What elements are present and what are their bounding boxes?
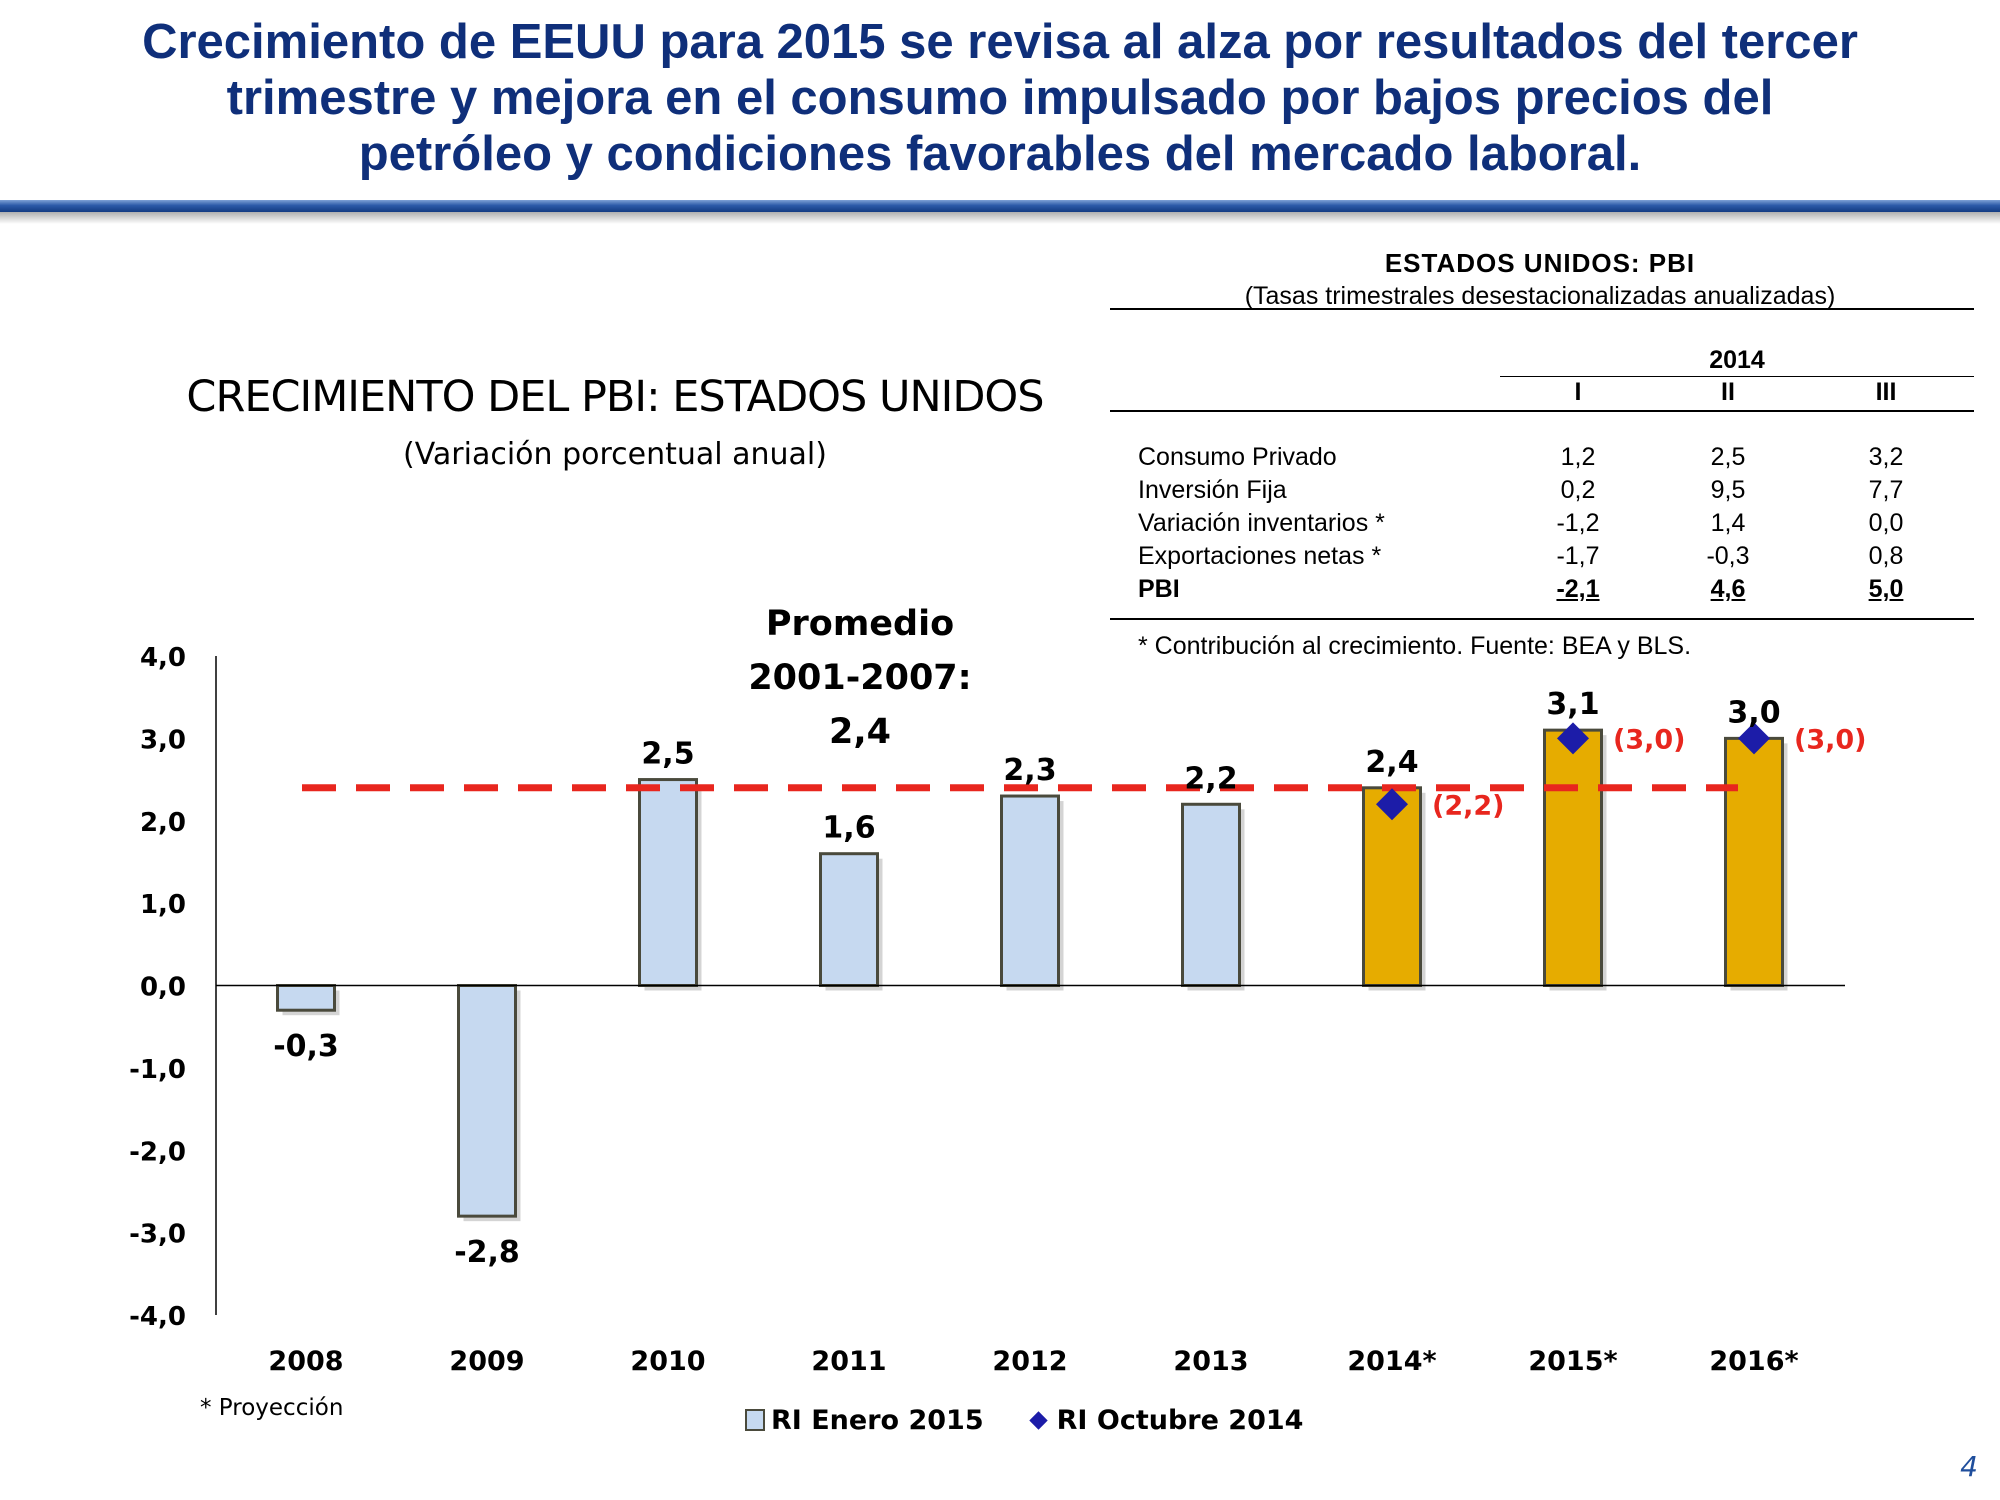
legend-label: RI Enero 2015 [771,1404,984,1436]
x-tick-label: 2014* [1347,1346,1436,1377]
bar [638,778,698,987]
table-cell: -0,3 [1706,542,1750,570]
table-title: ESTADOS UNIDOS: PBI [1384,248,1696,278]
marker-data-label: (3,0) [1613,724,1686,755]
title-divider-shadow [0,212,2000,224]
y-tick-label: -4,0 [129,1302,186,1332]
x-tick-label: 2012 [992,1346,1067,1377]
table-cell: -1,7 [1556,542,1600,570]
table-cell: 3,2 [1868,443,1904,471]
marker-data-label: (3,0) [1794,724,1867,755]
x-tick-label: 2013 [1173,1346,1248,1377]
bar [457,984,517,1218]
bar-data-label: -0,3 [273,1029,339,1064]
table-row-label: Consumo Privado [1138,443,1337,471]
labels-layer: -0,3 -2,8 2,5 1,6 2,3 2,2 2,4 3,1 3,0 (2,2) (3,0) (… [273,687,1866,1270]
chart-legend: RI Enero 2015 RI Octubre 2014 [745,1403,1347,1437]
legend-diamond-icon [1028,1410,1048,1430]
table-cell: 7,7 [1868,476,1904,504]
x-tick-label: 2011 [811,1346,886,1377]
legend-label: RI Octubre 2014 [1056,1404,1304,1436]
table-subtitle: (Tasas trimestrales desestacionalizadas … [1244,282,1836,310]
y-tick-label: 1,0 [140,890,186,920]
y-tick-label: 3,0 [140,725,186,755]
bar [1724,736,1784,987]
bar [1000,794,1060,987]
bar-data-label: 2,3 [1003,753,1056,788]
bar-data-label: 2,2 [1184,761,1237,796]
bar-data-label: -2,8 [454,1235,520,1270]
y-tick-label: -1,0 [129,1055,186,1085]
slide-title: Crecimiento de EEUU para 2015 se revisa … [142,15,1858,181]
table-year-header: 2014 [1709,346,1765,374]
table-quarter-header: I [1574,378,1582,406]
markers-layer [1376,722,1770,821]
title-divider-bar [0,200,2000,212]
average-annotation: Promedio 2001-2007: 2,4 [710,597,1010,759]
table-bottom-rule [1110,618,1974,620]
table-cell: 0,2 [1560,476,1596,504]
table-row-label: Exportaciones netas * [1138,542,1382,570]
bar [1181,802,1241,988]
y-tick-label: -2,0 [129,1137,186,1167]
average-annotation-line-2: 2001-2007: [748,658,972,698]
diamond-marker [1738,722,1770,755]
table-cell: -1,2 [1556,509,1600,537]
average-annotation-line-1: Promedio [765,604,955,644]
bars-layer [276,728,1788,1222]
y-tick-label: 4,0 [140,643,186,673]
table-row-label: Variación inventarios * [1138,509,1385,537]
y-tick-label: 0,0 [140,973,186,1003]
bar [276,984,336,1012]
legend-item-ri-enero: RI Enero 2015 [745,1405,984,1436]
y-tick-label: -3,0 [129,1220,186,1250]
table-cell: 0,8 [1868,542,1904,570]
table-cell: 1,2 [1560,443,1596,471]
table-cell: 0,0 [1868,509,1904,537]
bar-data-label: 2,4 [1365,745,1418,780]
page-number: 4 [1960,1450,1978,1483]
x-tick-label: 2015* [1528,1346,1617,1377]
table-header-rule [1110,410,1974,412]
table-row-label: Inversión Fija [1138,476,1287,504]
table-footnote: * Contribución al crecimiento. Fuente: B… [1138,632,1692,660]
bar [819,852,879,988]
table-cell: 2,5 [1710,443,1746,471]
y-tick-label: 2,0 [140,808,186,838]
diamond-marker [1376,788,1408,821]
table-cell: 5,0 [1868,575,1904,603]
bar-data-label: 3,1 [1546,687,1599,722]
x-tick-label: 2008 [268,1346,343,1377]
diamond-marker [1557,722,1589,755]
chart-subtitle: (Variación porcentual anual) [403,437,827,472]
bar-data-label: 2,5 [641,737,694,772]
axes-layer: 4,0 3,0 2,0 1,0 0,0 -1,0 -2,0 -3,0 -4,0 2008 2009 2… [129,643,1845,1377]
bar [1543,728,1603,988]
table-cell: -2,1 [1556,575,1600,603]
legend-item-ri-octubre: RI Octubre 2014 [1028,1404,1304,1436]
table-quarter-header: II [1721,378,1735,406]
table-quarter-header: III [1875,378,1897,406]
average-annotation-line-3: 2,4 [828,712,891,752]
table-row-label: PBI [1138,575,1180,603]
table-cell: 9,5 [1710,476,1746,504]
chart-title: CRECIMIENTO DEL PBI: ESTADOS UNIDOS [186,372,1044,422]
table-top-rule [1110,308,1974,310]
marker-data-label: (2,2) [1432,790,1505,821]
table-cell: 1,4 [1710,509,1746,537]
x-tick-label: 2016* [1709,1346,1798,1377]
projection-note: * Proyección [200,1395,344,1421]
table-cell: 4,6 [1710,575,1746,603]
x-tick-label: 2009 [449,1346,524,1377]
legend-bar-swatch-icon [745,1409,765,1431]
table-year-rule [1500,376,1974,377]
bar-data-label: 1,6 [822,811,875,846]
bar-data-label: 3,0 [1727,695,1780,730]
x-tick-label: 2010 [630,1346,705,1377]
